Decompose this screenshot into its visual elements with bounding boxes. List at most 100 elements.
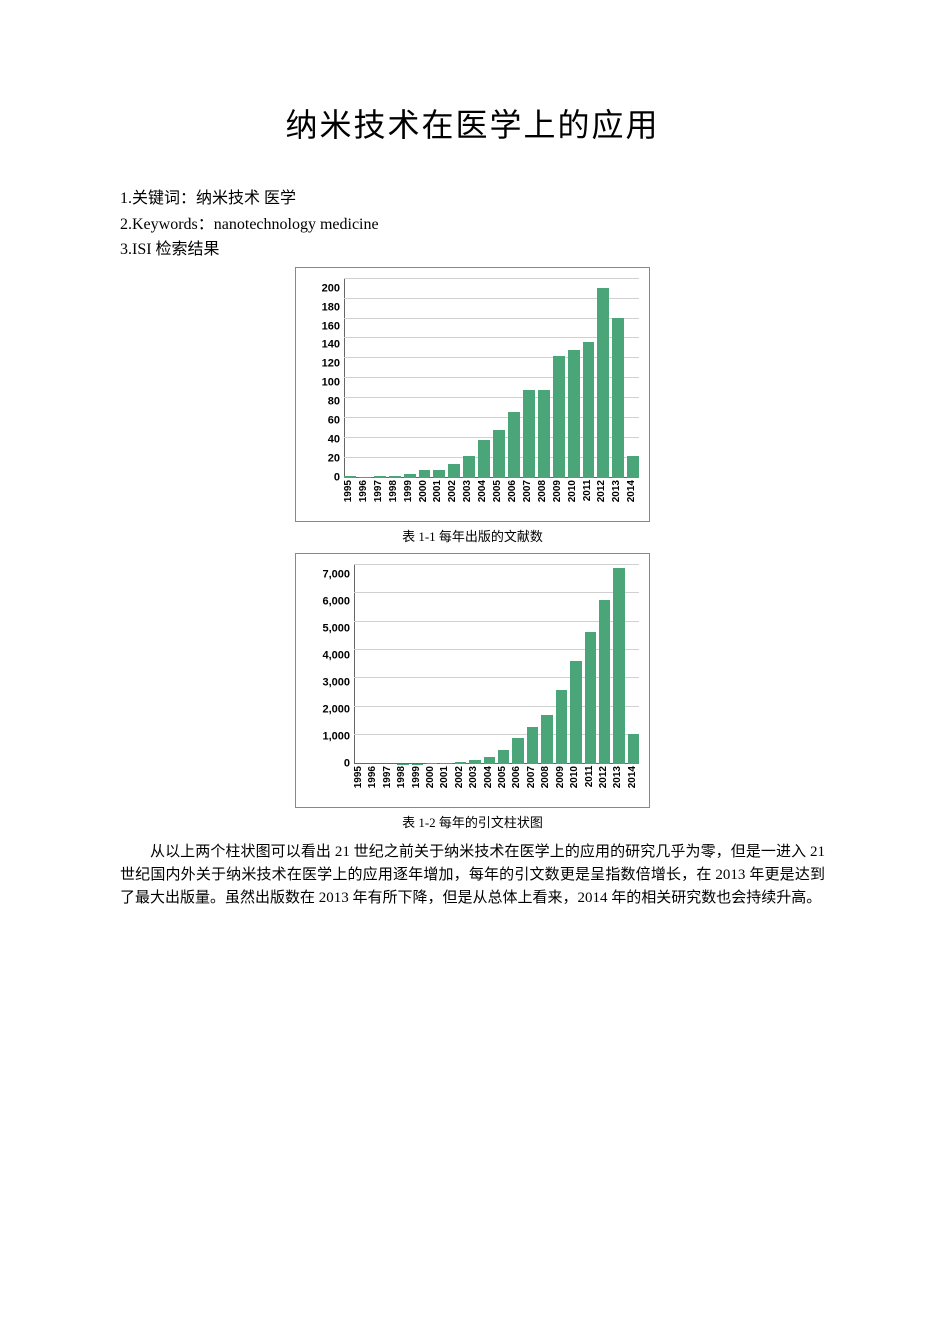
bar bbox=[612, 318, 624, 478]
chart-2-caption: 表 1-2 每年的引文柱状图 bbox=[402, 812, 543, 831]
bar bbox=[455, 762, 466, 764]
meta-keywords-cn: 1.关键词：纳米技术 医学 bbox=[120, 186, 825, 212]
x-label: 2001 bbox=[440, 766, 451, 788]
meta-keywords-en: 2.Keywords：nanotechnology medicine bbox=[120, 212, 825, 238]
x-label: 2000 bbox=[419, 480, 431, 502]
y-tick: 80 bbox=[328, 397, 340, 408]
bar bbox=[426, 763, 437, 764]
chart-1-caption: 表 1-1 每年出版的文献数 bbox=[402, 526, 543, 545]
x-label: 2009 bbox=[556, 766, 567, 788]
bar bbox=[538, 390, 550, 478]
x-label: 1999 bbox=[404, 480, 416, 502]
x-label: 2007 bbox=[523, 480, 535, 502]
bar bbox=[440, 763, 451, 764]
x-label: 2014 bbox=[627, 480, 639, 502]
x-label: 2001 bbox=[433, 480, 445, 502]
x-label: 2007 bbox=[527, 766, 538, 788]
y-tick: 60 bbox=[328, 416, 340, 427]
chart-2: 7,000 6,000 5,000 4,000 3,000 2,000 1,000 0 199… bbox=[295, 553, 650, 808]
y-tick: 180 bbox=[322, 302, 340, 313]
bar bbox=[627, 456, 639, 478]
y-tick: 7,000 bbox=[322, 569, 350, 580]
y-tick: 20 bbox=[328, 453, 340, 464]
x-label: 2012 bbox=[599, 766, 610, 788]
bar bbox=[556, 690, 567, 764]
x-label: 1995 bbox=[354, 766, 365, 788]
x-label: 2008 bbox=[541, 766, 552, 788]
x-label: 2013 bbox=[613, 766, 624, 788]
y-tick: 200 bbox=[322, 283, 340, 294]
bar bbox=[628, 734, 639, 764]
x-label: 2012 bbox=[597, 480, 609, 502]
bar bbox=[508, 412, 520, 478]
x-label: 2010 bbox=[568, 480, 580, 502]
x-label: 2004 bbox=[478, 480, 490, 502]
bar bbox=[597, 288, 609, 478]
y-tick: 1,000 bbox=[322, 731, 350, 742]
x-label: 2006 bbox=[508, 480, 520, 502]
bar bbox=[374, 476, 386, 478]
chart-2-plot bbox=[354, 564, 639, 764]
y-tick: 0 bbox=[334, 472, 340, 483]
x-label: 2003 bbox=[463, 480, 475, 502]
bar bbox=[599, 600, 610, 764]
chart-2-y-axis: 7,0006,0005,0004,0003,0002,0001,0000 bbox=[300, 564, 350, 764]
bar bbox=[389, 476, 401, 478]
bar bbox=[553, 356, 565, 478]
bar bbox=[433, 470, 445, 478]
page-title: 纳米技术在医学上的应用 bbox=[120, 100, 825, 146]
y-tick: 120 bbox=[322, 359, 340, 370]
chart-2-grid bbox=[354, 564, 639, 764]
chart-1-y-axis: 200180160140120100806040200 bbox=[300, 278, 340, 478]
y-tick: 2,000 bbox=[322, 704, 350, 715]
bar bbox=[568, 350, 580, 478]
bar bbox=[512, 738, 523, 764]
y-tick: 160 bbox=[322, 321, 340, 332]
y-tick: 3,000 bbox=[322, 677, 350, 688]
x-label: 1998 bbox=[389, 480, 401, 502]
body-paragraph: 从以上两个柱状图可以看出 21 世纪之前关于纳米技术在医学上的应用的研究几乎为零… bbox=[120, 841, 825, 911]
bar bbox=[527, 727, 538, 764]
bar bbox=[344, 476, 356, 478]
x-label: 2002 bbox=[448, 480, 460, 502]
bar bbox=[463, 456, 475, 478]
x-label: 1995 bbox=[344, 480, 356, 502]
y-tick: 4,000 bbox=[322, 650, 350, 661]
bar bbox=[469, 760, 480, 763]
bar bbox=[484, 757, 495, 764]
bar bbox=[493, 430, 505, 478]
bar bbox=[404, 474, 416, 478]
x-label: 2000 bbox=[426, 766, 437, 788]
x-label: 1996 bbox=[368, 766, 379, 788]
chart-1-x-axis: 1995199619971998199920002001200220032004… bbox=[344, 480, 639, 502]
bar bbox=[583, 342, 595, 478]
bar bbox=[448, 464, 460, 478]
y-tick: 40 bbox=[328, 434, 340, 445]
bar bbox=[478, 440, 490, 478]
bar bbox=[523, 390, 535, 478]
x-label: 2009 bbox=[553, 480, 565, 502]
bar bbox=[419, 470, 431, 478]
chart-1-plot bbox=[344, 278, 639, 478]
bar bbox=[585, 632, 596, 763]
y-tick: 100 bbox=[322, 378, 340, 389]
chart-1-grid bbox=[344, 278, 639, 478]
y-tick: 6,000 bbox=[322, 596, 350, 607]
x-label: 2003 bbox=[469, 766, 480, 788]
y-tick: 0 bbox=[344, 758, 350, 769]
bar bbox=[359, 477, 371, 478]
x-label: 2002 bbox=[455, 766, 466, 788]
y-tick: 5,000 bbox=[322, 623, 350, 634]
x-label: 1997 bbox=[383, 766, 394, 788]
x-label: 2006 bbox=[512, 766, 523, 788]
chart-2-x-axis: 1995199619971998199920002001200220032004… bbox=[354, 766, 639, 788]
x-label: 2005 bbox=[498, 766, 509, 788]
chart-1: 200180160140120100806040200 199519961997… bbox=[295, 267, 650, 522]
x-label: 2005 bbox=[493, 480, 505, 502]
x-label: 2008 bbox=[538, 480, 550, 502]
x-label: 1996 bbox=[359, 480, 371, 502]
bar bbox=[570, 661, 581, 764]
meta-isi: 3.ISI 检索结果 bbox=[120, 237, 825, 263]
x-label: 1997 bbox=[374, 480, 386, 502]
x-label: 2010 bbox=[570, 766, 581, 788]
